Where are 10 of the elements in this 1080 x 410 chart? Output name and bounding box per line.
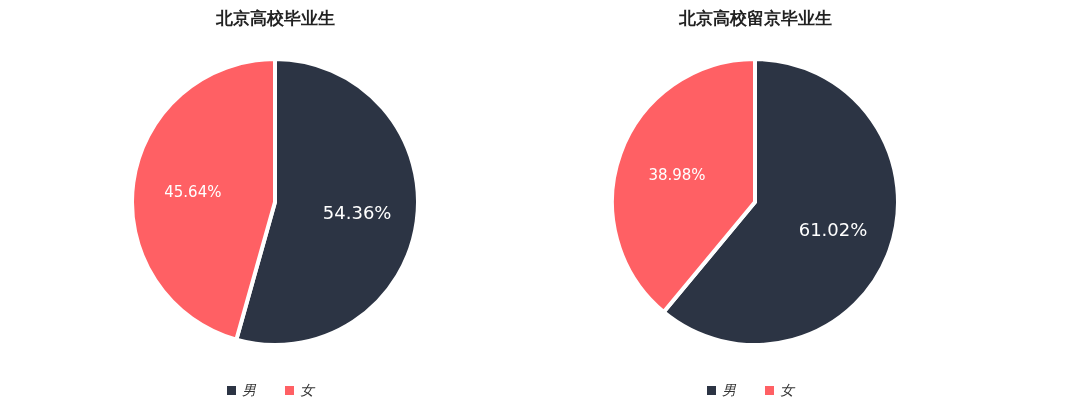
data-label: 61.02% (798, 219, 868, 241)
data-label: 38.98% (648, 165, 706, 184)
legend-label: 男 (242, 382, 257, 398)
legend-label: 女 (780, 382, 796, 398)
legend-label: 男 (722, 382, 737, 398)
chart-title: 北京高校毕业生 (214, 8, 335, 28)
chart-title: 北京高校留京毕业生 (677, 8, 832, 28)
legend-label: 女 (300, 382, 316, 398)
data-label: 54.36% (322, 202, 392, 224)
data-label: 45.64% (164, 182, 222, 201)
